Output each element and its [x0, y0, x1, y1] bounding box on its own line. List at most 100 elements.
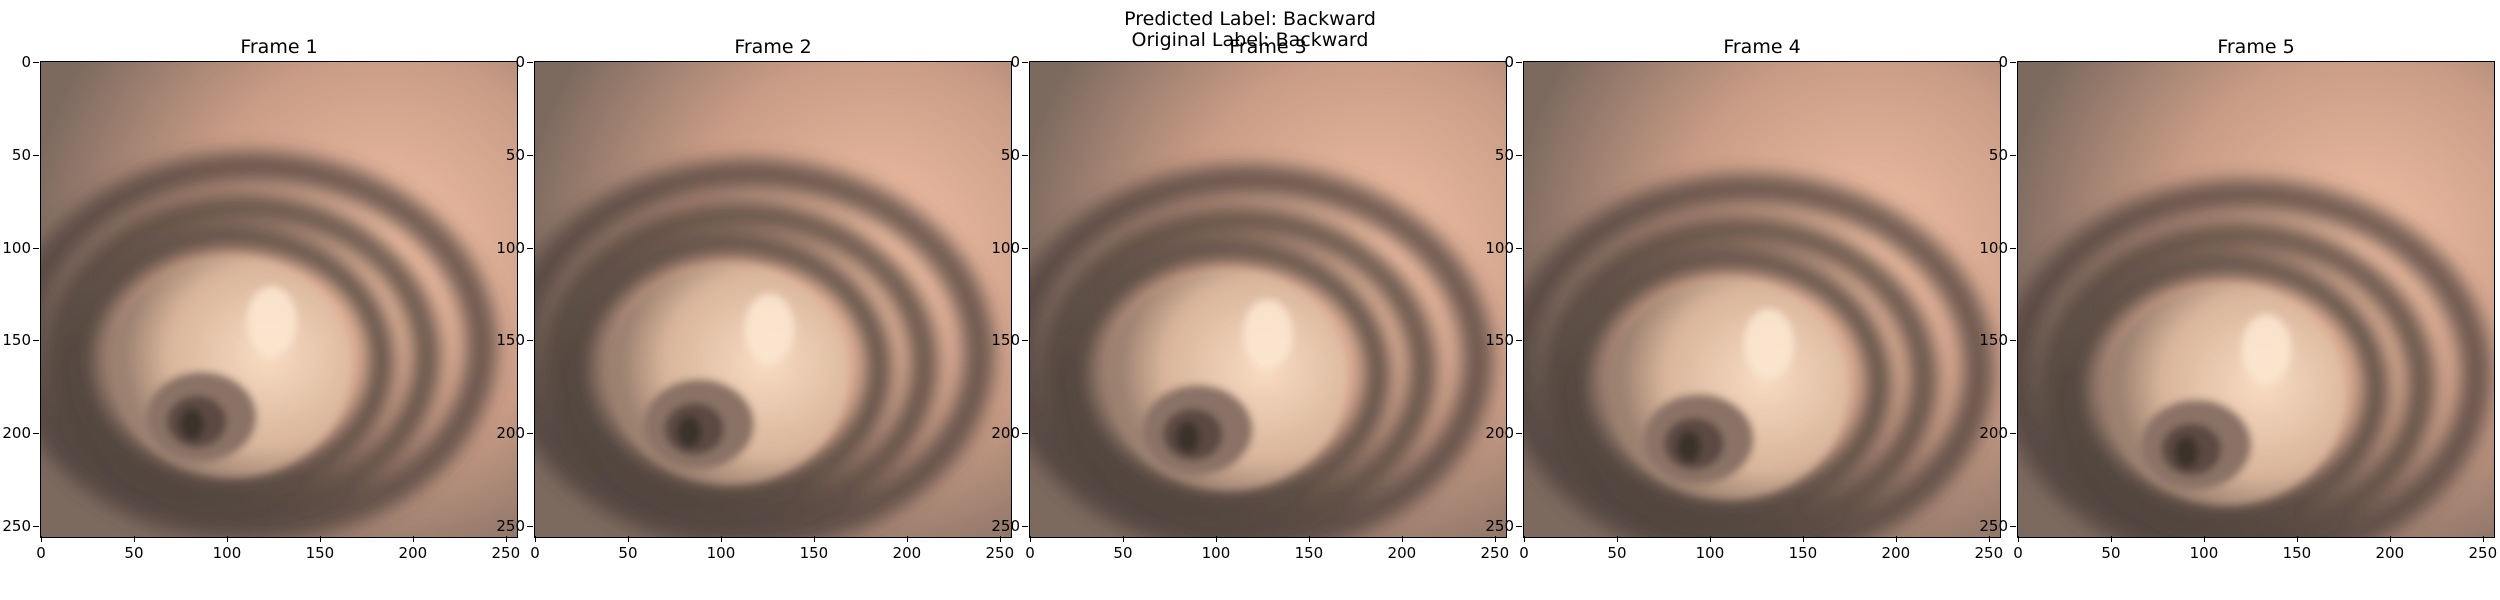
x-tick [535, 536, 536, 542]
x-tick-label: 100 [706, 544, 736, 562]
y-tick-label: 150 [496, 331, 525, 350]
x-tick [813, 536, 815, 542]
y-tick-label: 50 [1988, 145, 2008, 164]
y-tick-label: 0 [21, 53, 31, 71]
x-tick [505, 536, 507, 542]
y-tick [527, 154, 533, 156]
y-tick-label: 200 [2, 424, 31, 443]
y-tick-label: 250 [1485, 516, 1514, 535]
y-tick [33, 154, 39, 156]
x-tick-label: 250 [985, 544, 1015, 562]
y-tick-label: 0 [1998, 53, 2008, 71]
x-tick-label: 150 [799, 544, 829, 562]
x-tick [906, 536, 908, 542]
y-tick [527, 525, 533, 527]
y-tick-label: 100 [2, 238, 31, 257]
x-tick-label: 200 [1881, 544, 1911, 562]
y-tick [1516, 247, 1522, 249]
y-tick [1022, 525, 1028, 527]
frame-title: Frame 4 [1723, 36, 1801, 58]
y-tick [33, 340, 39, 342]
x-tick-label: 150 [1788, 544, 1818, 562]
x-tick [1616, 536, 1618, 542]
y-tick [33, 433, 39, 435]
y-tick-label: 250 [2, 516, 31, 535]
x-tick [627, 536, 629, 542]
x-tick-label: 150 [1294, 544, 1324, 562]
y-tick-label: 100 [1979, 238, 2008, 257]
x-tick [1494, 536, 1496, 542]
x-tick-label: 100 [2189, 544, 2219, 562]
x-tick [2018, 536, 2019, 542]
y-tick [33, 247, 39, 249]
y-tick [1022, 340, 1028, 342]
frame-title: Frame 2 [734, 36, 812, 58]
y-tick-label: 200 [1485, 424, 1514, 443]
frame-panel-5: Frame 5 0 50 100 150 200 250 0 50 100 150 200 250 [1979, 0, 2497, 600]
x-tick [1401, 536, 1403, 542]
x-tick-label: 50 [1113, 544, 1133, 562]
y-tick-label: 150 [1979, 331, 2008, 350]
x-tick [319, 536, 321, 542]
y-tick [1516, 154, 1522, 156]
y-tick-label: 0 [515, 53, 525, 71]
x-tick [2296, 536, 2298, 542]
x-tick [2482, 536, 2484, 542]
x-tick [1030, 536, 1031, 542]
x-tick-label: 100 [212, 544, 242, 562]
y-tick [527, 433, 533, 435]
x-tick-label: 100 [1695, 544, 1725, 562]
frame-title: Frame 3 [1229, 36, 1307, 58]
x-tick [412, 536, 414, 542]
x-tick [999, 536, 1001, 542]
x-tick-label: 200 [1387, 544, 1417, 562]
y-tick [1516, 340, 1522, 342]
x-tick-label: 200 [398, 544, 428, 562]
x-tick-label: 50 [618, 544, 638, 562]
x-tick-label: 0 [530, 544, 540, 562]
y-tick [2010, 62, 2016, 63]
x-tick [1215, 536, 1217, 542]
frame-title: Frame 1 [240, 36, 318, 58]
endoscopy-frame-image [534, 61, 1012, 538]
y-tick [527, 340, 533, 342]
frame-panel-4: Frame 4 0 50 100 150 200 250 0 50 100 150 200 250 [1485, 0, 2003, 600]
y-tick [1516, 525, 1522, 527]
x-tick-label: 150 [305, 544, 335, 562]
x-tick [1524, 536, 1525, 542]
x-tick [1308, 536, 1310, 542]
x-tick-label: 200 [2375, 544, 2405, 562]
original-label: Original Label: Backward [1131, 29, 1369, 51]
x-tick-label: 0 [2013, 544, 2023, 562]
x-tick-label: 250 [491, 544, 521, 562]
y-tick-label: 200 [496, 424, 525, 443]
y-tick [2010, 525, 2016, 527]
y-tick-label: 200 [991, 424, 1020, 443]
x-tick-label: 100 [1201, 544, 1231, 562]
x-tick [41, 536, 42, 542]
y-tick [1022, 154, 1028, 156]
x-tick [2203, 536, 2205, 542]
x-tick-label: 0 [1025, 544, 1035, 562]
y-tick-label: 250 [1979, 516, 2008, 535]
y-tick-label: 50 [11, 145, 31, 164]
y-tick-label: 200 [1979, 424, 2008, 443]
x-tick [133, 536, 135, 542]
y-tick [1022, 433, 1028, 435]
y-tick [1516, 433, 1522, 435]
x-tick-label: 150 [2282, 544, 2312, 562]
frame-panel-2: Frame 2 0 50 100 150 200 250 0 50 100 150 200 250 [496, 0, 1014, 600]
x-tick-label: 200 [892, 544, 922, 562]
y-tick-label: 0 [1010, 53, 1020, 71]
x-tick-label: 250 [1974, 544, 2004, 562]
y-tick-label: 50 [505, 145, 525, 164]
x-tick-label: 250 [1480, 544, 1510, 562]
x-tick-label: 50 [124, 544, 144, 562]
x-tick [226, 536, 228, 542]
x-tick [1122, 536, 1124, 542]
y-tick-label: 250 [496, 516, 525, 535]
x-tick-label: 50 [2101, 544, 2121, 562]
x-tick [1802, 536, 1804, 542]
frame-panel-3: Frame 3 0 50 100 150 200 250 0 50 100 150 200 250 [991, 0, 1509, 600]
y-tick-label: 50 [1494, 145, 1514, 164]
